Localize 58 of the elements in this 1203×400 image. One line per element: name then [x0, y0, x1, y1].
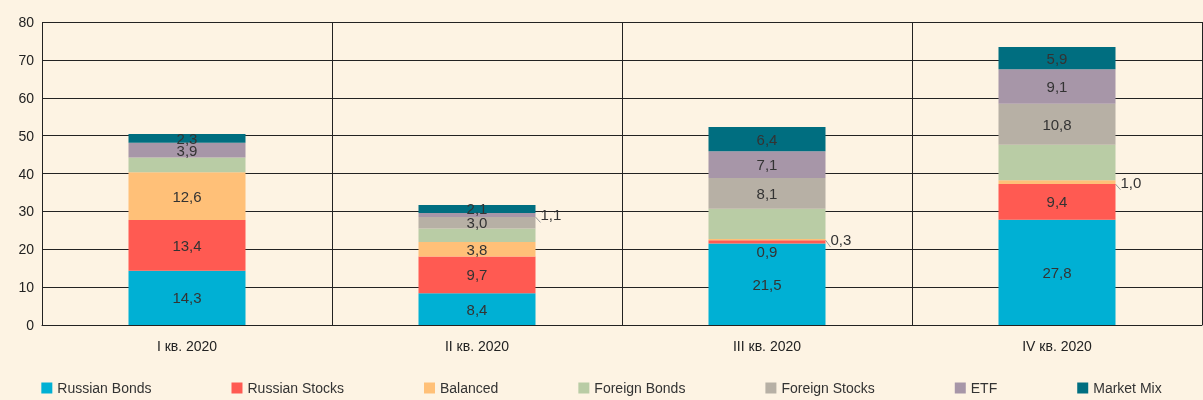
data-label: 8,1: [756, 184, 778, 202]
data-label: 1,0: [1120, 173, 1142, 191]
y-tick-label: 30: [18, 203, 35, 220]
x-tick-label: III кв. 2020: [732, 338, 802, 354]
y-tick-label: 20: [18, 241, 35, 258]
legend-label: Foreign Stocks: [781, 380, 875, 396]
data-label: 14,3: [172, 289, 202, 307]
legend-label: Russian Bonds: [57, 380, 152, 396]
bar: [418, 293, 536, 325]
data-label: 9,1: [1046, 78, 1068, 96]
bar: [128, 157, 246, 173]
bar: [418, 242, 536, 257]
bar: [708, 178, 826, 209]
legend-label: ETF: [970, 380, 998, 396]
data-label: 5,9: [1046, 49, 1068, 67]
data-label: 9,4: [1046, 193, 1068, 211]
legend-label: Russian Stocks: [247, 380, 344, 396]
y-tick-label: 40: [18, 165, 35, 182]
data-label: 27,8: [1042, 263, 1072, 281]
data-label: 0,3: [830, 231, 852, 249]
bar: [708, 208, 826, 240]
bar: [128, 220, 246, 271]
legend-label: Foreign Bonds: [594, 380, 686, 396]
bar: [708, 151, 826, 179]
x-tick-label: IV кв. 2020: [1022, 338, 1093, 354]
data-label: 3,8: [466, 240, 488, 258]
bar: [998, 180, 1116, 185]
data-label: 8,4: [466, 300, 488, 318]
data-label: 21,5: [752, 275, 782, 293]
bar: [998, 69, 1116, 104]
data-label: 7,1: [756, 156, 778, 174]
y-tick-label: 60: [18, 89, 35, 106]
x-tick-label: II кв. 2020: [444, 338, 510, 354]
data-label: 9,7: [466, 266, 488, 284]
y-tick-label: 70: [18, 51, 35, 68]
bar: [998, 103, 1116, 145]
bar: [708, 243, 826, 325]
legend-label: Market Mix: [1093, 380, 1162, 396]
bar: [418, 228, 536, 243]
bar: [418, 256, 536, 294]
bar: [998, 219, 1116, 325]
bar: [998, 144, 1116, 181]
data-label: 0,9: [756, 243, 778, 261]
bar: [998, 184, 1116, 220]
bar: [128, 270, 246, 325]
y-tick-label: 80: [18, 14, 35, 30]
y-tick-label: 50: [18, 127, 35, 144]
y-tick-label: 0: [26, 317, 35, 333]
bar: [998, 47, 1116, 70]
data-label: 10,8: [1042, 115, 1072, 133]
data-label: 13,4: [172, 236, 202, 254]
y-tick-label: 10: [18, 279, 35, 296]
x-tick-label: I кв. 2020: [156, 338, 218, 354]
data-label: 12,6: [172, 187, 202, 205]
legend-label: Balanced: [439, 380, 499, 396]
data-label: 6,4: [756, 130, 778, 148]
bar: [128, 172, 246, 221]
bar: [708, 126, 826, 152]
